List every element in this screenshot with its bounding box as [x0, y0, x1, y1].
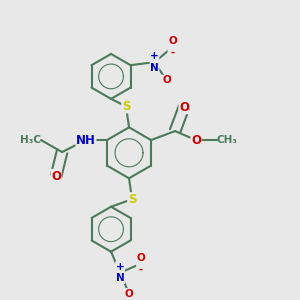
Text: NH: NH	[76, 134, 96, 147]
Text: H₃C: H₃C	[20, 135, 41, 145]
Text: S: S	[128, 193, 136, 206]
Text: S: S	[122, 100, 130, 113]
Text: O: O	[125, 289, 134, 298]
Text: CH₃: CH₃	[217, 135, 238, 145]
Text: O: O	[191, 134, 201, 147]
Text: O
-: O -	[168, 36, 177, 58]
Text: O
-: O -	[136, 253, 146, 274]
Text: O: O	[179, 100, 189, 114]
Text: O: O	[162, 75, 171, 85]
Text: O: O	[51, 169, 61, 182]
Text: +
N: + N	[150, 51, 159, 73]
Text: +
N: + N	[116, 262, 124, 283]
